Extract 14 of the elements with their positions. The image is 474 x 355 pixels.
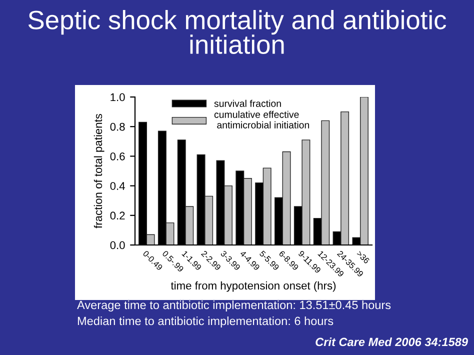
legend-label: survival fraction bbox=[214, 100, 281, 107]
y-tick-label: 1.0 bbox=[110, 93, 125, 102]
chart-title: Septic shock mortality and antibiotic initiation bbox=[28, 10, 446, 54]
y-tick-label: 0.6 bbox=[110, 152, 125, 160]
y-tick-label: 0.2 bbox=[110, 212, 125, 220]
text: Crit Care Med 2006 34:1589 bbox=[316, 337, 468, 346]
y-tick-label: 0.4 bbox=[110, 182, 125, 190]
y-axis-title: fraction of total patients bbox=[94, 114, 104, 228]
text: Average time to antibiotic implementation: 13.51±0.45 hours bbox=[77, 300, 391, 312]
text: Median time to antibiotic implementation: 6 hours bbox=[78, 316, 334, 328]
y-tick-label: 0.0 bbox=[110, 241, 125, 250]
x-axis-title: time from hypotension onset (hrs) bbox=[170, 281, 336, 292]
y-tick-label: 0.8 bbox=[110, 122, 125, 131]
legend-label: cumulative effective antimicrobial initiation bbox=[214, 110, 310, 128]
